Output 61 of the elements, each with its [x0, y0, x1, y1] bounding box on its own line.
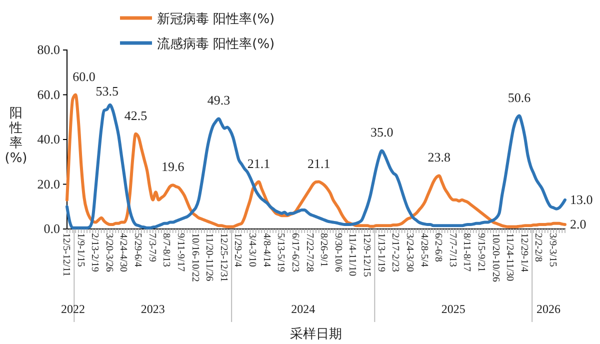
x-tick-label: 12/9-12/15	[361, 233, 372, 277]
data-label: 23.8	[428, 150, 450, 165]
x-tick-label: 5/29-6/4	[132, 233, 144, 267]
data-label: 53.5	[96, 83, 118, 98]
x-tick-label: 3/20-3/26	[103, 233, 114, 272]
x-tick-label: 8/26-9/1	[318, 233, 330, 267]
y-axis-title: 阳性率(%)	[4, 106, 28, 166]
x-axis-title: 采样日期	[290, 327, 342, 342]
data-label: 19.6	[162, 159, 185, 174]
x-tick-label: 7/3-7/9	[146, 233, 158, 262]
x-tick-label: 4/24-4/30	[118, 233, 129, 272]
x-tick-label: 11/20-11/26	[204, 233, 215, 282]
text: 2022	[61, 302, 85, 316]
y-tick-label: 60.0	[37, 86, 60, 102]
y-tick-label: 40.0	[37, 132, 60, 147]
x-tick-label: 7/7-7/13	[446, 233, 458, 267]
text: 2024	[291, 302, 316, 316]
x-tick-label: 1/29-2/4	[232, 233, 244, 267]
x-tick-label: 3/9-3/15	[547, 233, 558, 267]
x-tick-label: 4/28-5/4	[418, 233, 430, 267]
text: 2026	[536, 302, 561, 316]
y-tick-label: 20.0	[37, 176, 60, 192]
x-tick-label: 11/24-11/30	[504, 233, 516, 282]
y-tick-label: 0.0	[44, 221, 60, 236]
data-label: 60.0	[72, 68, 96, 84]
x-tick-label: 3/4-3/10	[246, 233, 258, 267]
x-tick-label: 10/20-10/26	[490, 233, 501, 282]
x-tick-label: 4/8-4/14	[260, 233, 272, 267]
data-label: 2.0	[570, 216, 586, 232]
x-tick-label: 1/13-1/19	[375, 233, 386, 272]
data-label: 50.6	[508, 90, 532, 105]
x-tick-label: 12/5-12/11	[60, 233, 72, 277]
x-tick-label: 2/17-2/23	[390, 233, 401, 272]
x-tick-label: 2/13-2/19	[89, 233, 100, 272]
x-tick-label: 12/29-1/4	[518, 233, 530, 272]
x-tick-label: 10/16-10/22	[189, 233, 200, 282]
y-tick-label: 80.0	[37, 42, 60, 58]
data-label: 13.0	[570, 192, 593, 207]
text: 2023	[140, 302, 165, 316]
data-label: 49.3	[207, 92, 230, 108]
x-tick-label: 1/9-1/15	[74, 233, 86, 267]
x-tick-label: 6/2-6/8	[432, 233, 444, 262]
x-tick-label: 7/22-7/28	[304, 233, 315, 272]
legend-label: 流感病毒 阳性率(%)	[157, 36, 275, 52]
data-label: 35.0	[370, 124, 394, 140]
data-label: 42.5	[124, 108, 148, 123]
x-tick-label: 9/15-9/21	[476, 233, 486, 272]
text: 2025	[441, 302, 466, 316]
x-tick-label: 9/11-9/17	[174, 233, 186, 272]
x-tick-label: 8/11-8/17	[461, 233, 472, 272]
data-label: 21.1	[247, 156, 270, 171]
x-tick-label: 12/25-12/31	[218, 233, 229, 282]
legend-label: 新冠病毒 阳性率(%)	[157, 11, 275, 27]
x-tick-label: 2/2-2/8	[532, 233, 544, 262]
x-tick-label: 5/13-5/19	[275, 233, 286, 272]
data-label: 21.1	[307, 156, 330, 171]
x-tick-label: 6/17-6/23	[289, 233, 300, 272]
x-tick-label: 8/7-8/13	[160, 233, 172, 267]
x-tick-label: 3/24-3/30	[404, 233, 415, 272]
x-tick-label: 9/30-10/6	[332, 233, 344, 272]
x-tick-label: 11/4-11/10	[346, 233, 358, 276]
